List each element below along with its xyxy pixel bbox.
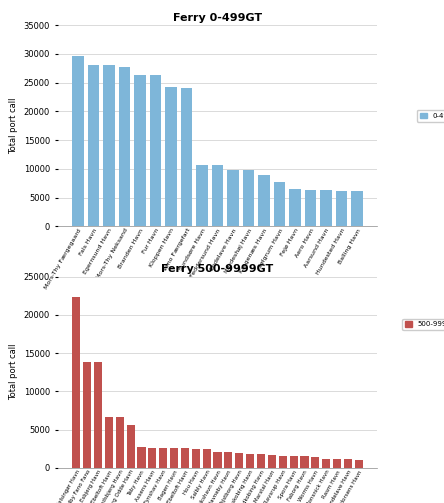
Bar — [320, 190, 332, 226]
Legend: 500-9999GT: 500-9999GT — [402, 318, 444, 330]
Bar — [116, 417, 124, 468]
Bar — [148, 448, 156, 468]
Bar — [202, 450, 211, 468]
Bar — [224, 453, 233, 468]
Bar — [72, 297, 80, 468]
Title: Ferry 500-9999GT: Ferry 500-9999GT — [162, 265, 274, 275]
Bar — [268, 455, 276, 468]
Bar — [257, 454, 265, 468]
Bar — [119, 66, 131, 226]
Bar — [181, 448, 189, 468]
Bar — [138, 447, 146, 468]
Bar — [134, 75, 146, 226]
Bar — [214, 452, 222, 468]
Bar — [212, 165, 223, 226]
Y-axis label: Total port call: Total port call — [9, 98, 18, 154]
Bar — [243, 170, 254, 226]
Bar — [279, 456, 287, 468]
Bar — [235, 453, 243, 468]
Bar — [344, 459, 352, 468]
Bar — [311, 457, 319, 468]
Bar — [105, 417, 113, 468]
Bar — [227, 170, 239, 226]
Bar — [322, 459, 330, 468]
Bar — [289, 456, 297, 468]
Bar — [336, 191, 347, 226]
Bar — [150, 75, 161, 226]
Bar — [258, 175, 270, 226]
Bar — [246, 454, 254, 468]
Bar — [196, 165, 208, 226]
Bar — [274, 182, 285, 226]
Bar — [72, 56, 84, 226]
Bar — [170, 448, 178, 468]
Bar — [159, 448, 167, 468]
Bar — [103, 65, 115, 226]
Bar — [83, 362, 91, 468]
Bar — [127, 425, 135, 468]
Bar — [301, 456, 309, 468]
Y-axis label: Total port call: Total port call — [9, 344, 18, 400]
Bar — [305, 190, 317, 226]
Bar — [355, 460, 363, 468]
Bar — [88, 65, 99, 226]
Title: Ferry 0-499GT: Ferry 0-499GT — [173, 13, 262, 23]
Bar — [94, 362, 102, 468]
Bar — [192, 449, 200, 468]
Bar — [333, 459, 341, 468]
Bar — [289, 189, 301, 226]
Bar — [165, 87, 177, 226]
Bar — [181, 88, 192, 226]
Bar — [351, 191, 363, 226]
Legend: 0-499Gt: 0-499Gt — [417, 110, 444, 122]
